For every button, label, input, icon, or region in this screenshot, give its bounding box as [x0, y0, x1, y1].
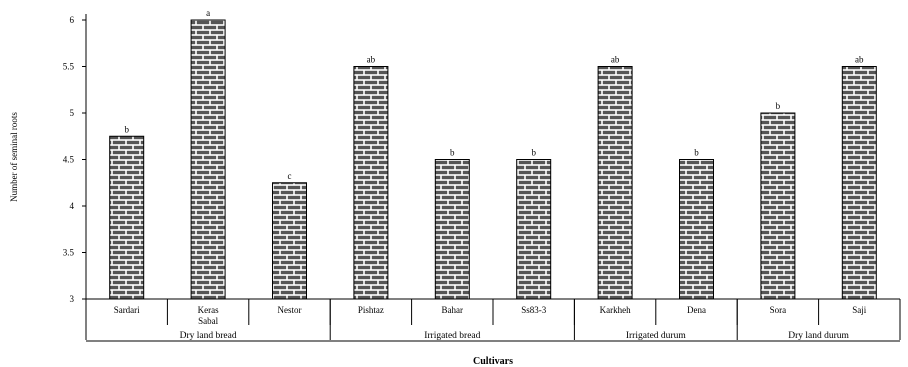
category-label: Sora — [770, 305, 787, 315]
y-tick-label: 3 — [70, 294, 75, 304]
significance-letter: c — [288, 171, 292, 181]
group-label: Irrigated bread — [424, 331, 480, 341]
x-axis: Sardari Keras Sabal Nestor Pishtaz Bahar Ss83-… — [85, 298, 901, 342]
bar — [760, 112, 796, 300]
significance-letter: a — [206, 8, 210, 18]
category-label: Pishtaz — [358, 305, 384, 315]
y-tick-label: 4 — [70, 201, 75, 211]
group-label: Dry land bread — [180, 331, 237, 341]
group-label: Dry land durum — [788, 331, 849, 341]
significance-letter: b — [531, 148, 536, 158]
group-label: Irrigated durum — [626, 331, 686, 341]
y-tick-label: 4.5 — [63, 155, 75, 165]
y-axis-label: Number of seminal roots — [9, 112, 19, 202]
y-tick-label: 3.5 — [63, 248, 75, 258]
group-labels: Dry land bread Irrigated bread Irrigated d… — [180, 299, 901, 341]
significance-letter: b — [694, 148, 699, 158]
category-label: Karkheh — [600, 305, 631, 315]
bar — [841, 66, 877, 300]
significance-letter: ab — [367, 55, 376, 65]
significance-letter: ab — [855, 55, 864, 65]
y-ticks: 3 3.5 4 4.5 5 5.5 6 — [63, 15, 86, 304]
bars — [109, 19, 877, 300]
bar — [109, 135, 145, 300]
category-label: Bahar — [442, 305, 464, 315]
category-label: Nestor — [278, 305, 302, 315]
category-label: Sardari — [114, 305, 140, 315]
significance-letter: b — [450, 148, 455, 158]
bar — [190, 19, 226, 300]
significance-letter: b — [124, 124, 129, 134]
y-tick-label: 5.5 — [63, 62, 75, 72]
bar — [679, 159, 714, 300]
significance-letter: ab — [611, 55, 620, 65]
bar — [516, 159, 552, 300]
bar — [353, 66, 389, 300]
category-label: Keras Sabal — [198, 305, 219, 326]
x-axis-label: Cultivars — [473, 356, 513, 367]
category-labels: Sardari Keras Sabal Nestor Pishtaz Bahar Ss83-… — [114, 305, 867, 326]
significance-letter: b — [776, 101, 781, 111]
bar — [434, 159, 470, 300]
y-tick-label: 6 — [70, 15, 75, 25]
y-tick-label: 5 — [70, 108, 75, 118]
bar — [597, 66, 633, 300]
category-label: Ss83-3 — [521, 305, 547, 315]
significance-letters: b a c ab b b ab b b ab — [124, 8, 864, 181]
category-label: Dena — [687, 305, 706, 315]
y-axis: 3 3.5 4 4.5 5 5.5 6 — [63, 14, 87, 304]
bar — [272, 182, 307, 300]
category-label: Saji — [852, 305, 867, 315]
